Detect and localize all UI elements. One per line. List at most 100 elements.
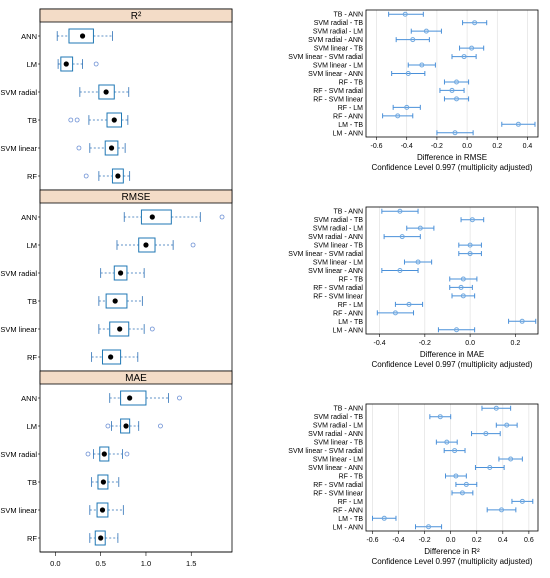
- ci-estimate-point: [452, 448, 458, 454]
- box: [138, 237, 156, 253]
- ci-x-tick-label: 0.2: [472, 537, 482, 544]
- comparison-label: RF - LM: [338, 302, 363, 309]
- outlier-point: [74, 117, 80, 123]
- outlier-point: [124, 451, 130, 457]
- box: [98, 84, 115, 100]
- panel-strip: [39, 370, 233, 385]
- category-label: SVM radial: [0, 269, 37, 278]
- comparison-label: SVM radial - TB: [314, 414, 364, 421]
- ci-x-tick-label: 0.4: [498, 537, 508, 544]
- comparison-label: RF - SVM radial: [313, 285, 363, 292]
- panel-strip: [39, 8, 233, 23]
- outlier-point: [68, 117, 74, 123]
- category-label: RF: [27, 534, 37, 543]
- median-dot: [98, 535, 104, 541]
- ci-estimate-point: [483, 431, 489, 437]
- ci-estimate-point: [493, 405, 499, 411]
- ci-x-tick-label: -0.2: [419, 537, 431, 544]
- median-dot: [108, 354, 114, 360]
- panel-title: R²: [131, 11, 142, 22]
- ci-estimate-point: [469, 45, 475, 51]
- comparison-label: SVM linear - SVM radial: [288, 54, 363, 61]
- x-axis-tick-label: 1.5: [186, 559, 196, 568]
- ci-estimate-point: [472, 20, 478, 26]
- ci-x-tick-label: -0.4: [374, 340, 386, 347]
- ci-estimate-point: [460, 276, 466, 282]
- ci-estimate-point: [423, 28, 429, 34]
- comparison-label: RF - ANN: [333, 113, 363, 120]
- ci-estimate-point: [410, 37, 416, 43]
- ci-estimate-point: [404, 104, 410, 110]
- box: [113, 265, 128, 281]
- comparison-label: RF - LM: [338, 499, 363, 506]
- ci-x-tick-label: 0.0: [465, 340, 475, 347]
- outlier-point: [190, 242, 196, 248]
- ci-estimate-point: [419, 62, 425, 68]
- comparison-label: SVM radial - LM: [313, 29, 363, 36]
- box: [120, 418, 131, 434]
- outlier-point: [149, 326, 155, 332]
- ci-estimate-point: [402, 11, 408, 17]
- comparison-label: SVM linear - TB: [314, 440, 364, 447]
- x-axis-tick-label: 0.0: [50, 559, 60, 568]
- x-axis-tick-label: 0.5: [95, 559, 105, 568]
- box: [120, 390, 147, 406]
- comparison-label: SVM radial - TB: [314, 20, 364, 27]
- comparison-label: RF - TB: [339, 473, 364, 480]
- median-dot: [115, 173, 121, 179]
- comparison-label: TB - ANN: [333, 12, 363, 19]
- ci-estimate-point: [417, 225, 423, 231]
- median-dot: [111, 117, 117, 123]
- outlier-point: [177, 395, 182, 401]
- outlier-point: [83, 173, 89, 179]
- comparison-label: RF - SVM linear: [313, 490, 363, 497]
- ci-x-tick-label: 0.2: [492, 143, 502, 150]
- box: [97, 474, 109, 490]
- outlier-point: [85, 451, 91, 457]
- category-label: SVM radial: [0, 450, 37, 459]
- outlier-point: [158, 423, 163, 429]
- ci-x-tick-label: -0.6: [371, 143, 383, 150]
- median-dot: [112, 298, 118, 304]
- ci-x-tick-label: -0.2: [431, 143, 443, 150]
- box: [68, 28, 94, 44]
- comparison-label: SVM linear - LM: [313, 457, 363, 464]
- ci-estimate-point: [519, 318, 525, 324]
- comparison-label: SVM linear - ANN: [308, 465, 363, 472]
- comparison-label: RF - TB: [339, 79, 364, 86]
- outlier-point: [105, 423, 111, 429]
- comparison-label: LM - TB: [338, 319, 363, 326]
- comparison-label: RF - ANN: [333, 507, 363, 514]
- comparison-label: SVM linear - TB: [314, 46, 364, 53]
- ci-estimate-point: [467, 242, 473, 248]
- ci-panel-frame: [365, 9, 539, 138]
- comparison-label: RF - ANN: [333, 310, 363, 317]
- median-dot: [63, 61, 69, 67]
- median-dot: [149, 214, 155, 220]
- comparison-label: SVM radial - TB: [314, 217, 364, 224]
- ci-x-tick-label: 0.0: [462, 143, 472, 150]
- ci-estimate-point: [515, 121, 521, 127]
- ci-confidence-note: Confidence Level 0.997 (multiplicity adj…: [372, 360, 533, 369]
- ci-estimate-point: [467, 251, 473, 257]
- box: [99, 446, 110, 462]
- ci-panel-frame: [365, 206, 539, 335]
- comparison-label: LM - ANN: [333, 327, 363, 334]
- box: [94, 530, 106, 546]
- median-dot: [108, 145, 115, 151]
- median-dot: [118, 270, 124, 276]
- comparison-label: TB - ANN: [333, 406, 363, 413]
- ci-estimate-point: [399, 234, 405, 240]
- comparison-label: SVM linear - ANN: [308, 268, 363, 275]
- ci-estimate-point: [452, 130, 458, 136]
- category-label: SVM linear: [0, 506, 37, 515]
- ci-estimate-point: [397, 268, 403, 273]
- category-label: ANN: [21, 213, 37, 222]
- category-label: SVM linear: [0, 325, 37, 334]
- median-dot: [117, 326, 123, 332]
- category-label: SVM radial: [0, 88, 37, 97]
- comparison-label: SVM linear - SVM radial: [288, 251, 363, 258]
- box: [60, 56, 74, 72]
- box: [96, 502, 109, 518]
